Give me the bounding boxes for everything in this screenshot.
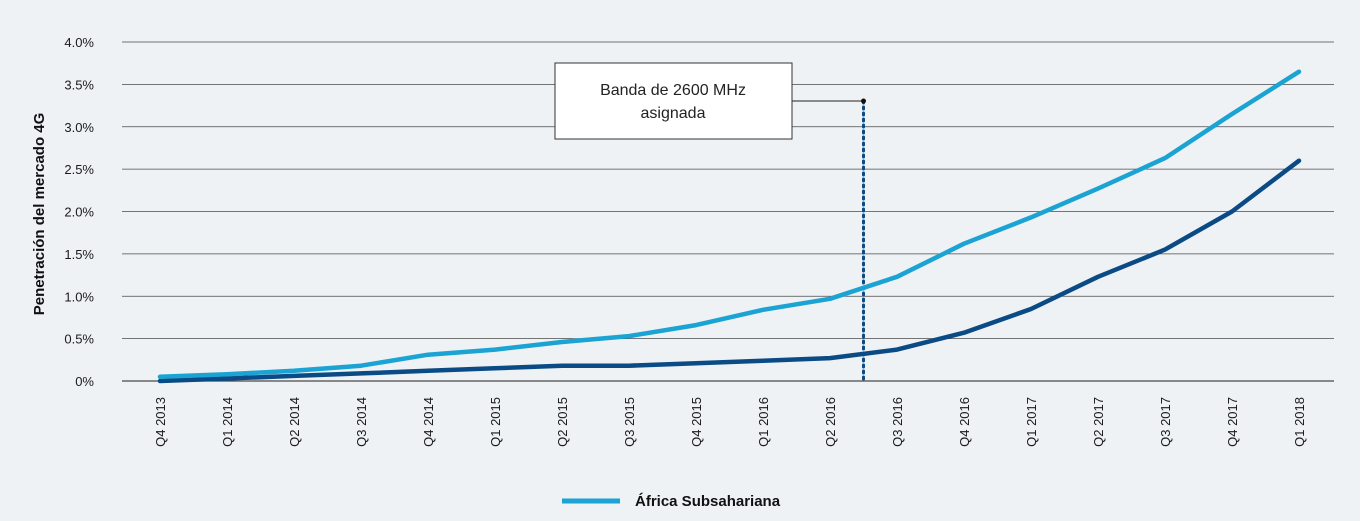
x-tick-label: Q3 2017 xyxy=(1158,397,1173,447)
x-tick-label: Q2 2016 xyxy=(823,397,838,447)
y-tick-label: 0.5% xyxy=(64,332,94,347)
y-tick-label: 4.0% xyxy=(64,35,94,50)
y-tick-label: 3.0% xyxy=(64,120,94,135)
annotation-text-line2: asignada xyxy=(641,105,706,122)
y-tick-label: 2.5% xyxy=(64,162,94,177)
x-tick-label: Q4 2013 xyxy=(153,397,168,447)
legend: África Subsahariana xyxy=(562,493,781,510)
x-tick-label: Q1 2018 xyxy=(1292,397,1307,447)
legend-label-africa: África Subsahariana xyxy=(635,493,781,510)
x-tick-label: Q2 2017 xyxy=(1091,397,1106,447)
y-tick-label: 2.0% xyxy=(64,205,94,220)
x-tick-label: Q4 2014 xyxy=(421,397,436,447)
x-tick-label: Q2 2014 xyxy=(287,397,302,447)
grid-lines xyxy=(122,41,1334,382)
x-tick-label: Q2 2015 xyxy=(555,397,570,447)
series-line-secondary xyxy=(157,158,1302,384)
annotation-box xyxy=(554,62,793,140)
annotation-text-line1: Banda de 2600 MHz xyxy=(600,82,746,99)
x-tick-label: Q1 2014 xyxy=(220,397,235,447)
x-tick-label: Q3 2014 xyxy=(354,397,369,447)
y-tick-label: 3.5% xyxy=(64,77,94,92)
y-tick-label: 0% xyxy=(75,374,94,389)
x-tick-label: Q4 2015 xyxy=(689,397,704,447)
y-axis-label: Penetración del mercado 4G xyxy=(31,113,48,316)
x-tick-label: Q1 2015 xyxy=(488,397,503,447)
y-tick-label: 1.0% xyxy=(64,289,94,304)
series-lines xyxy=(157,69,1302,384)
x-tick-label: Q3 2016 xyxy=(890,397,905,447)
x-tick-label: Q1 2017 xyxy=(1024,397,1039,447)
x-tick-label: Q3 2015 xyxy=(622,397,637,447)
series-line-africa xyxy=(157,69,1302,380)
annotation: Banda de 2600 MHz asignada xyxy=(554,62,866,383)
x-tick-labels: Q4 2013 Q1 2014 Q2 2014 Q3 2014 Q4 2014 Q1 20… xyxy=(153,397,1307,447)
x-tick-label: Q4 2016 xyxy=(957,397,972,447)
y-tick-labels: 0% 0.5% 1.0% 1.5% 2.0% 2.5% 3.0% 3.5% 4.0% xyxy=(64,35,94,389)
x-tick-label: Q1 2016 xyxy=(756,397,771,447)
annotation-dot xyxy=(861,98,866,104)
y-tick-label: 1.5% xyxy=(64,247,94,262)
x-tick-label: Q4 2017 xyxy=(1225,397,1240,447)
